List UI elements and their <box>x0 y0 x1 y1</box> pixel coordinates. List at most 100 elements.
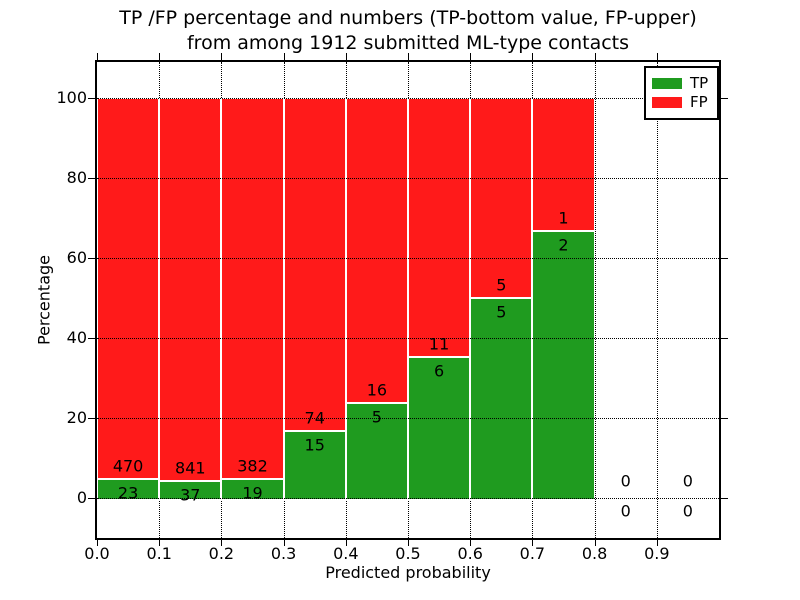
x-tick-mark-top <box>283 53 285 60</box>
x-tick-mark-bottom <box>221 539 223 546</box>
x-tick-mark-top <box>345 53 347 60</box>
x-tick-mark-bottom <box>408 539 409 546</box>
tp-bar-segment <box>283 430 346 500</box>
x-tick-label: 0.4 <box>333 544 359 563</box>
y-tick-mark-left <box>88 178 95 179</box>
x-tick-label: 0.1 <box>146 544 172 563</box>
x-tick-label: 0.5 <box>395 544 421 563</box>
x-tick-mark-bottom <box>470 539 472 546</box>
y-tick-mark-right <box>721 98 728 99</box>
fp-bar-segment <box>532 98 595 232</box>
tp-bar-segment <box>159 481 222 500</box>
fp-legend-swatch <box>652 97 682 108</box>
x-tick-label: 0.8 <box>581 544 608 563</box>
x-tick-label: 0.2 <box>208 544 235 563</box>
fp-count-label: 0 <box>620 471 631 491</box>
y-tick-label: 100 <box>56 88 87 107</box>
plot-area: TP FP 470 23 841 37 382 19 74 15 16 5 11 6 5 5 1 2 0 0 0 0 0… <box>56 53 728 563</box>
chart-title-line-2: from among 1912 submitted ML-type contac… <box>186 32 630 54</box>
x-tick-mark-bottom <box>97 539 98 546</box>
vertical-gridline <box>594 62 596 538</box>
fp-count-label: 5 <box>496 275 507 295</box>
fp-bar-segment <box>159 98 222 482</box>
fp-count-label: 470 <box>112 456 144 476</box>
y-tick-mark-right <box>721 178 728 179</box>
fp-count-label: 16 <box>366 380 388 400</box>
fp-count-label: 11 <box>428 334 450 354</box>
fp-bar-segment <box>470 98 533 298</box>
x-tick-label: 0.6 <box>457 544 483 563</box>
tp-legend-swatch <box>652 78 682 89</box>
horizontal-gridline <box>97 338 719 339</box>
y-tick-label: 40 <box>66 328 87 347</box>
y-tick-mark-left <box>88 498 95 499</box>
fp-count-label: 74 <box>304 408 325 428</box>
horizontal-gridline <box>97 258 719 259</box>
fp-bar-segment <box>408 98 471 357</box>
y-tick-mark-left <box>88 338 95 339</box>
fp-legend-label: FP <box>690 93 708 111</box>
horizontal-gridline <box>97 178 719 179</box>
horizontal-gridline <box>97 98 719 99</box>
chart-title: TP /FP percentage and numbers (TP-bottom… <box>95 6 721 56</box>
fp-count-label: 841 <box>175 458 206 478</box>
x-tick-mark-top <box>470 53 472 60</box>
x-tick-mark-bottom <box>656 539 658 546</box>
fp-bar-segment <box>283 98 346 431</box>
x-tick-mark-top <box>97 53 98 60</box>
chart-title-line-1: TP /FP percentage and numbers (TP-bottom… <box>119 7 697 29</box>
fp-count-label: 1 <box>558 208 569 228</box>
fp-bar-segment <box>221 98 284 480</box>
x-tick-mark-top <box>221 53 223 60</box>
x-tick-label: 0.3 <box>270 544 297 563</box>
tp-bar-segment <box>221 479 284 500</box>
y-tick-mark-left <box>88 258 95 259</box>
horizontal-gridline <box>97 498 719 499</box>
y-tick-mark-right <box>721 338 728 339</box>
fp-count-label: 0 <box>682 471 693 491</box>
tp-count-label: 19 <box>242 483 263 503</box>
tp-bar-segment <box>532 231 595 500</box>
tp-legend-label: TP <box>690 74 709 92</box>
tp-count-label: 15 <box>304 435 325 455</box>
fp-count-label: 382 <box>237 456 268 476</box>
x-tick-label: 0.0 <box>84 544 110 563</box>
x-axis-label: Predicted probability <box>325 563 491 582</box>
x-tick-mark-top <box>594 53 596 60</box>
tp-count-label: 0 <box>620 501 631 521</box>
x-tick-mark-bottom <box>532 539 534 546</box>
vertical-gridline <box>656 62 658 538</box>
tp-bar-segment <box>97 479 160 500</box>
tp-count-label: 0 <box>682 501 693 521</box>
x-tick-mark-top <box>159 53 161 60</box>
y-tick-label: 60 <box>66 248 87 267</box>
fp-bar-segment <box>97 98 160 480</box>
tp-count-label: 23 <box>117 483 139 503</box>
x-tick-label: 0.7 <box>519 544 546 563</box>
y-tick-mark-left <box>88 98 95 99</box>
y-tick-mark-right <box>721 418 728 419</box>
x-tick-label: 0.9 <box>644 544 670 563</box>
y-tick-mark-right <box>721 498 728 499</box>
y-tick-label: 0 <box>76 488 87 507</box>
x-tick-mark-top <box>408 53 409 60</box>
y-tick-label: 20 <box>66 408 87 427</box>
y-tick-mark-left <box>88 418 95 419</box>
legend: TP FP <box>644 66 720 120</box>
x-tick-mark-top <box>656 53 658 60</box>
y-tick-mark-right <box>721 258 728 259</box>
legend-item-tp: TP <box>652 75 708 92</box>
tp-count-label: 5 <box>496 302 507 322</box>
x-tick-mark-top <box>532 53 534 60</box>
tp-bar-segment <box>470 298 533 500</box>
x-tick-mark-bottom <box>345 539 347 546</box>
tp-count-label: 37 <box>180 485 201 505</box>
x-tick-mark-bottom <box>283 539 285 546</box>
tp-bar-segment <box>408 356 471 500</box>
legend-item-fp: FP <box>652 94 708 111</box>
horizontal-gridline <box>97 418 719 419</box>
tp-count-label: 6 <box>434 361 445 381</box>
y-tick-label: 80 <box>66 168 87 187</box>
fp-bar-segment <box>345 98 408 403</box>
